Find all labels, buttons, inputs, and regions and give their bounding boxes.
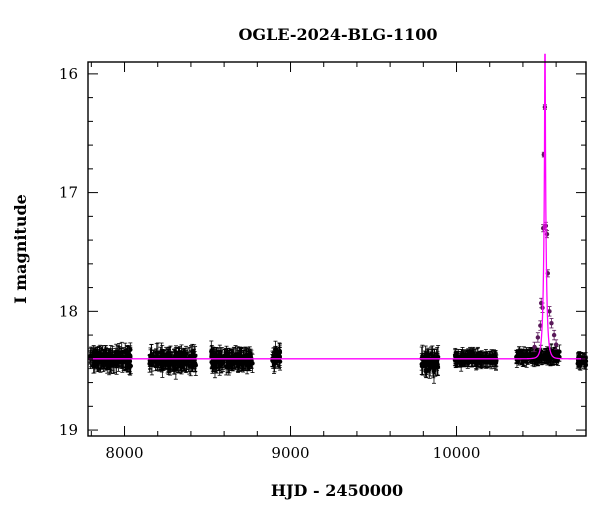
x-tick-label: 10000 xyxy=(433,444,481,462)
data-point xyxy=(162,357,167,362)
data-point xyxy=(98,354,104,360)
obs-point-288 xyxy=(166,353,171,375)
data-point xyxy=(275,352,281,358)
data-point xyxy=(532,344,537,350)
event-point-12 xyxy=(549,318,554,329)
data-point xyxy=(183,360,189,366)
obs-point-647 xyxy=(465,350,471,362)
obs-point-457 xyxy=(272,347,277,365)
x-axis-label: HJD - 2450000 xyxy=(271,481,403,500)
data-point xyxy=(105,361,110,367)
data-point xyxy=(525,353,531,359)
x-tick-label: 8000 xyxy=(105,444,143,462)
data-point xyxy=(539,354,544,360)
data-point xyxy=(110,357,115,362)
data-point xyxy=(147,361,152,366)
obs-point-256 xyxy=(149,343,154,365)
data-point xyxy=(581,359,587,364)
chart-title: OGLE-2024-BLG-1100 xyxy=(238,25,437,44)
data-point xyxy=(272,353,277,358)
plot-frame xyxy=(87,61,587,437)
x-tick-label: 9000 xyxy=(271,444,309,462)
obs-point-792 xyxy=(525,348,531,363)
obs-point-423 xyxy=(210,349,215,365)
obs-point-784 xyxy=(514,350,519,363)
model-curve xyxy=(88,53,586,360)
data-point xyxy=(210,354,215,359)
data-layer xyxy=(87,53,589,384)
data-point xyxy=(246,361,251,367)
data-point xyxy=(149,352,154,357)
data-point xyxy=(229,360,234,365)
data-point xyxy=(535,335,541,340)
event-point-13 xyxy=(551,329,557,341)
y-tick-label: 16 xyxy=(59,65,78,83)
data-point xyxy=(465,354,471,359)
y-axis-label: I magnitude xyxy=(11,194,30,304)
data-point xyxy=(553,342,559,347)
data-point xyxy=(240,359,246,364)
data-point xyxy=(177,352,182,357)
obs-point-427 xyxy=(240,352,246,371)
data-point xyxy=(214,360,220,365)
data-point xyxy=(453,357,458,362)
data-point xyxy=(128,363,133,369)
data-point xyxy=(576,359,581,364)
obs-point-789 xyxy=(539,351,544,363)
obs-point-285 xyxy=(183,352,189,374)
data-point xyxy=(190,361,195,367)
obs-point-123 xyxy=(123,342,128,362)
obs-point-459 xyxy=(275,347,281,362)
axis-ticks: 8000 9000 10000 16 17 18 19 xyxy=(59,62,586,462)
event-point-14 xyxy=(553,339,559,350)
y-tick-label: 18 xyxy=(59,302,78,320)
data-point xyxy=(166,362,171,367)
y-tick-label: 19 xyxy=(59,421,78,439)
data-point xyxy=(173,367,179,372)
obs-point-287 xyxy=(190,356,195,372)
data-point xyxy=(547,309,552,314)
data-point xyxy=(123,349,128,355)
data-point xyxy=(430,354,435,359)
data-point xyxy=(277,348,283,354)
obs-point-417 xyxy=(214,351,220,374)
y-tick-label: 17 xyxy=(59,184,78,202)
obs-point-822 xyxy=(576,354,581,369)
obs-point-127 xyxy=(127,350,133,373)
event-point-11 xyxy=(547,306,552,317)
data-point xyxy=(127,358,133,364)
data-point xyxy=(551,332,557,338)
event-point-1 xyxy=(535,332,541,343)
data-point xyxy=(557,349,562,354)
data-point xyxy=(549,321,554,326)
obs-point-284 xyxy=(177,346,182,364)
data-point xyxy=(514,354,519,359)
obs-point-133 xyxy=(98,347,104,367)
data-point xyxy=(115,351,120,356)
data-point xyxy=(423,361,429,366)
obs-point-132 xyxy=(105,354,110,374)
